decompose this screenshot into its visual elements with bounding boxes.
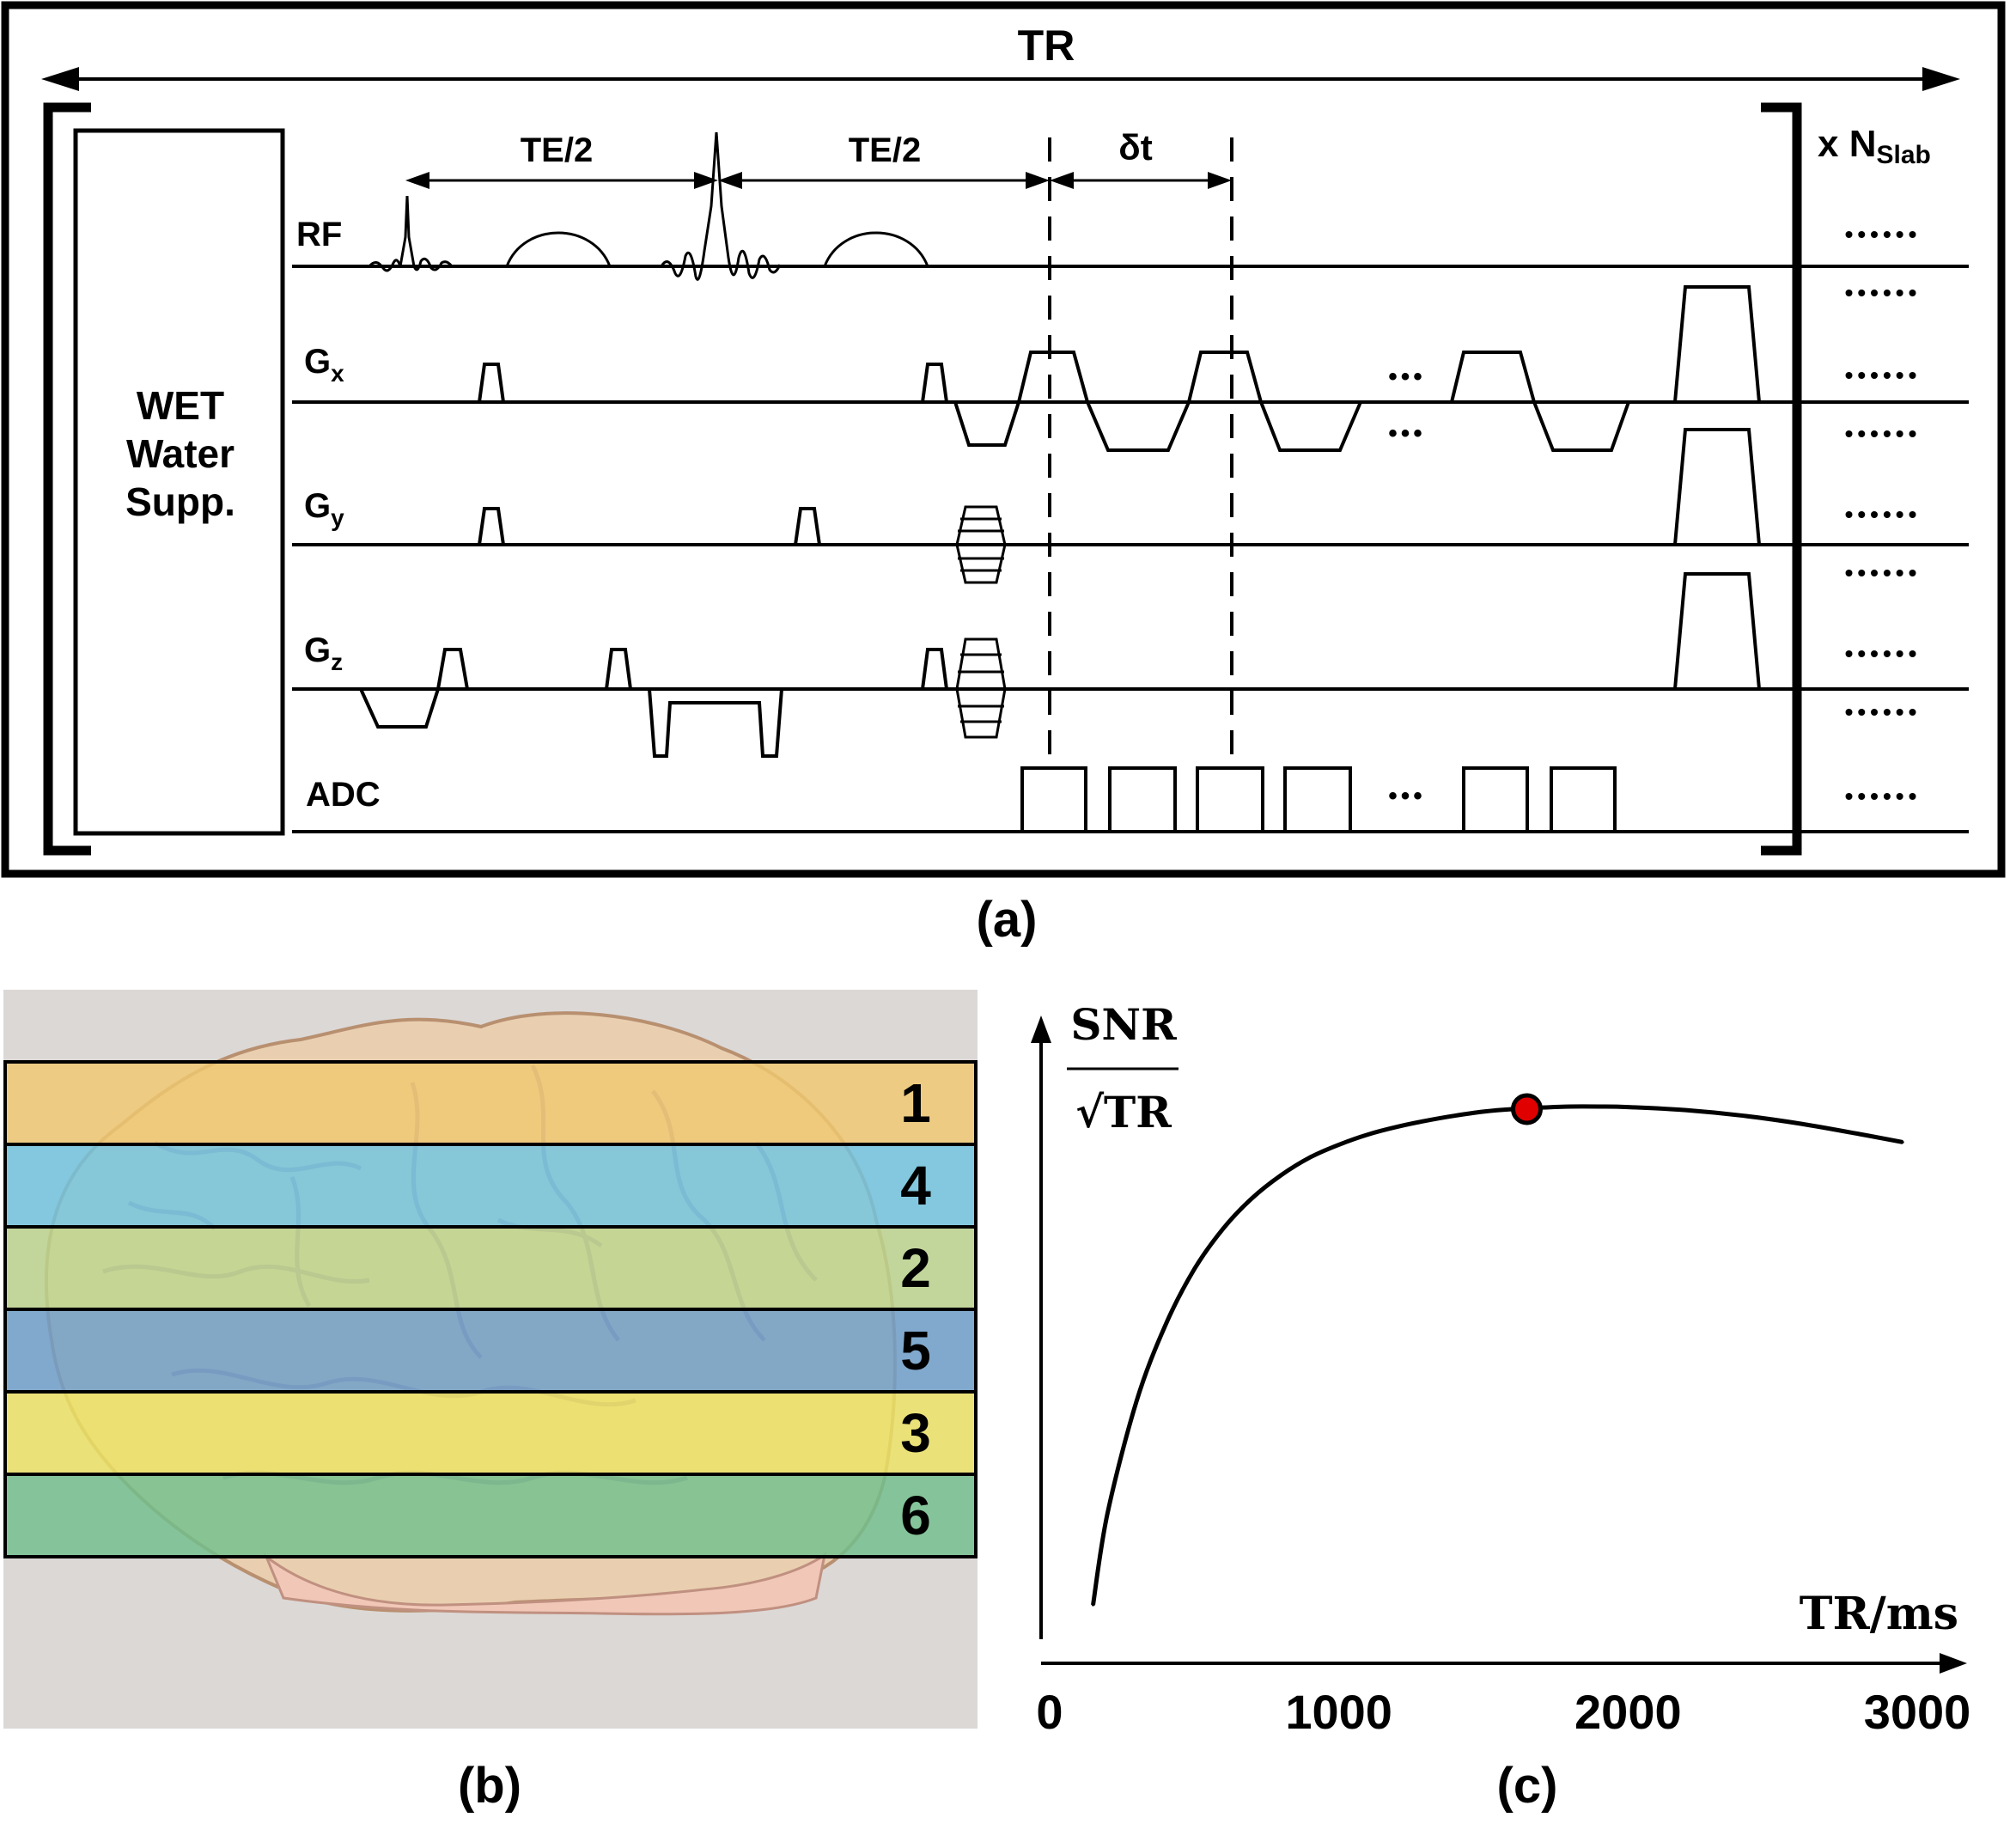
- wet-label-3: Supp.: [125, 479, 235, 524]
- y-axis-label-denominator: √TR: [1075, 1087, 1172, 1137]
- slab-3: [3, 1390, 978, 1476]
- slab-5: [3, 1308, 978, 1394]
- slab-label-3: 3: [900, 1402, 931, 1464]
- slab-layer: 1 4 2 5 3 6: [3, 1060, 978, 1558]
- y-axis-label-numerator: SNR: [1070, 999, 1177, 1050]
- snr-point-3: [1164, 1324, 1167, 1327]
- snr-point-12: [1424, 1119, 1428, 1123]
- snr-point-6: [1251, 1197, 1254, 1200]
- gy-phase-encode-table: [955, 505, 1007, 584]
- brain-base: [263, 1552, 827, 1616]
- slab-label-4: 4: [900, 1155, 931, 1217]
- slab-label-6: 6: [900, 1485, 931, 1546]
- repeat-dots-8: ••••••: [1845, 698, 1922, 725]
- snr-point-19: [1626, 1106, 1629, 1109]
- snr-point-10: [1366, 1133, 1369, 1137]
- snr-point-11: [1395, 1125, 1398, 1129]
- gx-waveform: [478, 285, 1761, 452]
- repeat-label: x NSlab: [1818, 123, 1931, 169]
- x-tick-0: 0: [1036, 1685, 1063, 1739]
- snr-point-7: [1279, 1174, 1282, 1177]
- snr-point-5: [1221, 1227, 1225, 1230]
- snr-point-0: [1092, 1603, 1094, 1607]
- snr-point-9: [1337, 1143, 1341, 1146]
- gy-label: Gy: [304, 487, 344, 531]
- caption-a: (a): [977, 892, 1038, 948]
- panel-a-frame: [1, 1, 2006, 878]
- snr-point-20: [1684, 1108, 1688, 1112]
- snr-point-23: [1858, 1132, 1861, 1136]
- left-bracket: [43, 102, 91, 856]
- x-axis-label: TR/ms: [1800, 1588, 1958, 1640]
- repeat-dots-9: ••••••: [1845, 783, 1922, 809]
- slab-6: [3, 1473, 978, 1558]
- repetition-dots: •••••• •••••• •••••• •••••• •••••• •••••…: [1845, 221, 1922, 809]
- gx-label: Gx: [304, 343, 344, 387]
- x-tick-1000: 1000: [1285, 1685, 1392, 1739]
- gz-waveform: [359, 572, 1761, 758]
- snr-point-18: [1598, 1105, 1601, 1108]
- repeat-dots-3: ••••••: [1845, 362, 1922, 388]
- repeat-dots-7: ••••••: [1845, 640, 1922, 667]
- slab-label-2: 2: [900, 1237, 931, 1299]
- slab-4: [3, 1143, 978, 1229]
- te-half-2-label: TE/2: [849, 131, 921, 169]
- rf-pulses: [368, 131, 929, 281]
- tr-arrow: [41, 67, 1960, 91]
- x-tick-3000: 3000: [1864, 1685, 1971, 1739]
- rf-label: RF: [296, 216, 342, 253]
- gy-waveform: [478, 428, 1761, 584]
- gx-ellipsis-bottom: •••: [1388, 419, 1426, 448]
- caption-c: (c): [1497, 1758, 1558, 1814]
- x-axis-arrowhead: [1940, 1653, 1967, 1674]
- snr-point-1: [1105, 1512, 1109, 1516]
- repeat-dots-5: ••••••: [1845, 501, 1922, 528]
- wet-label-2: Water: [126, 431, 234, 476]
- te-arrows: [405, 172, 1232, 189]
- wet-label-1: WET: [137, 383, 224, 428]
- gz-phase-encode-table: [955, 637, 1007, 739]
- adc-label: ADC: [306, 776, 381, 814]
- repeat-dots-6: ••••••: [1845, 559, 1922, 586]
- panel-c: SNR √TR TR/ms 0 1000 2000 3000: [1031, 999, 1970, 1739]
- slab-label-1: 1: [900, 1072, 931, 1134]
- snr-point-22: [1800, 1122, 1803, 1125]
- snr-point-13: [1453, 1114, 1456, 1118]
- delta-t-label: δt: [1118, 127, 1152, 168]
- x-tick-labels: 0 1000 2000 3000: [1036, 1685, 1970, 1739]
- snr-point-14: [1482, 1110, 1485, 1113]
- snr-data-points: [1092, 1105, 1904, 1607]
- slab-1: [3, 1060, 978, 1146]
- repeat-dots-4: ••••••: [1845, 420, 1922, 447]
- snr-curve: [1091, 1104, 1903, 1606]
- te-half-1-label: TE/2: [521, 131, 593, 169]
- panel-b: 1 4 2 5 3 6: [3, 990, 978, 1729]
- snr-point-4: [1192, 1267, 1196, 1271]
- adc-windows: [1020, 766, 1617, 832]
- caption-b: (b): [458, 1758, 521, 1814]
- snr-point-8: [1308, 1156, 1312, 1159]
- snr-point-17: [1568, 1105, 1572, 1108]
- snr-point-2: [1135, 1400, 1138, 1403]
- panel-a: TR WET Water Supp. TE/2 TE/2 δt x NSl: [1, 1, 2006, 878]
- repeat-dots-1: ••••••: [1845, 221, 1922, 247]
- tr-label: TR: [1018, 21, 1075, 70]
- snr-point-21: [1742, 1114, 1745, 1118]
- y-axis-arrowhead: [1031, 1015, 1051, 1043]
- slab-label-5: 5: [900, 1320, 931, 1381]
- adc-ellipsis: •••: [1388, 782, 1426, 810]
- right-bracket: [1761, 102, 1802, 856]
- snr-point-24: [1901, 1140, 1904, 1144]
- gz-label: Gz: [304, 631, 343, 675]
- repeat-dots-2: ••••••: [1845, 279, 1922, 306]
- x-tick-2000: 2000: [1574, 1685, 1682, 1739]
- wet-box: [73, 128, 285, 836]
- gx-ellipsis-top: •••: [1388, 363, 1426, 391]
- optimal-tr-point: [1511, 1093, 1543, 1125]
- slab-2: [3, 1225, 978, 1311]
